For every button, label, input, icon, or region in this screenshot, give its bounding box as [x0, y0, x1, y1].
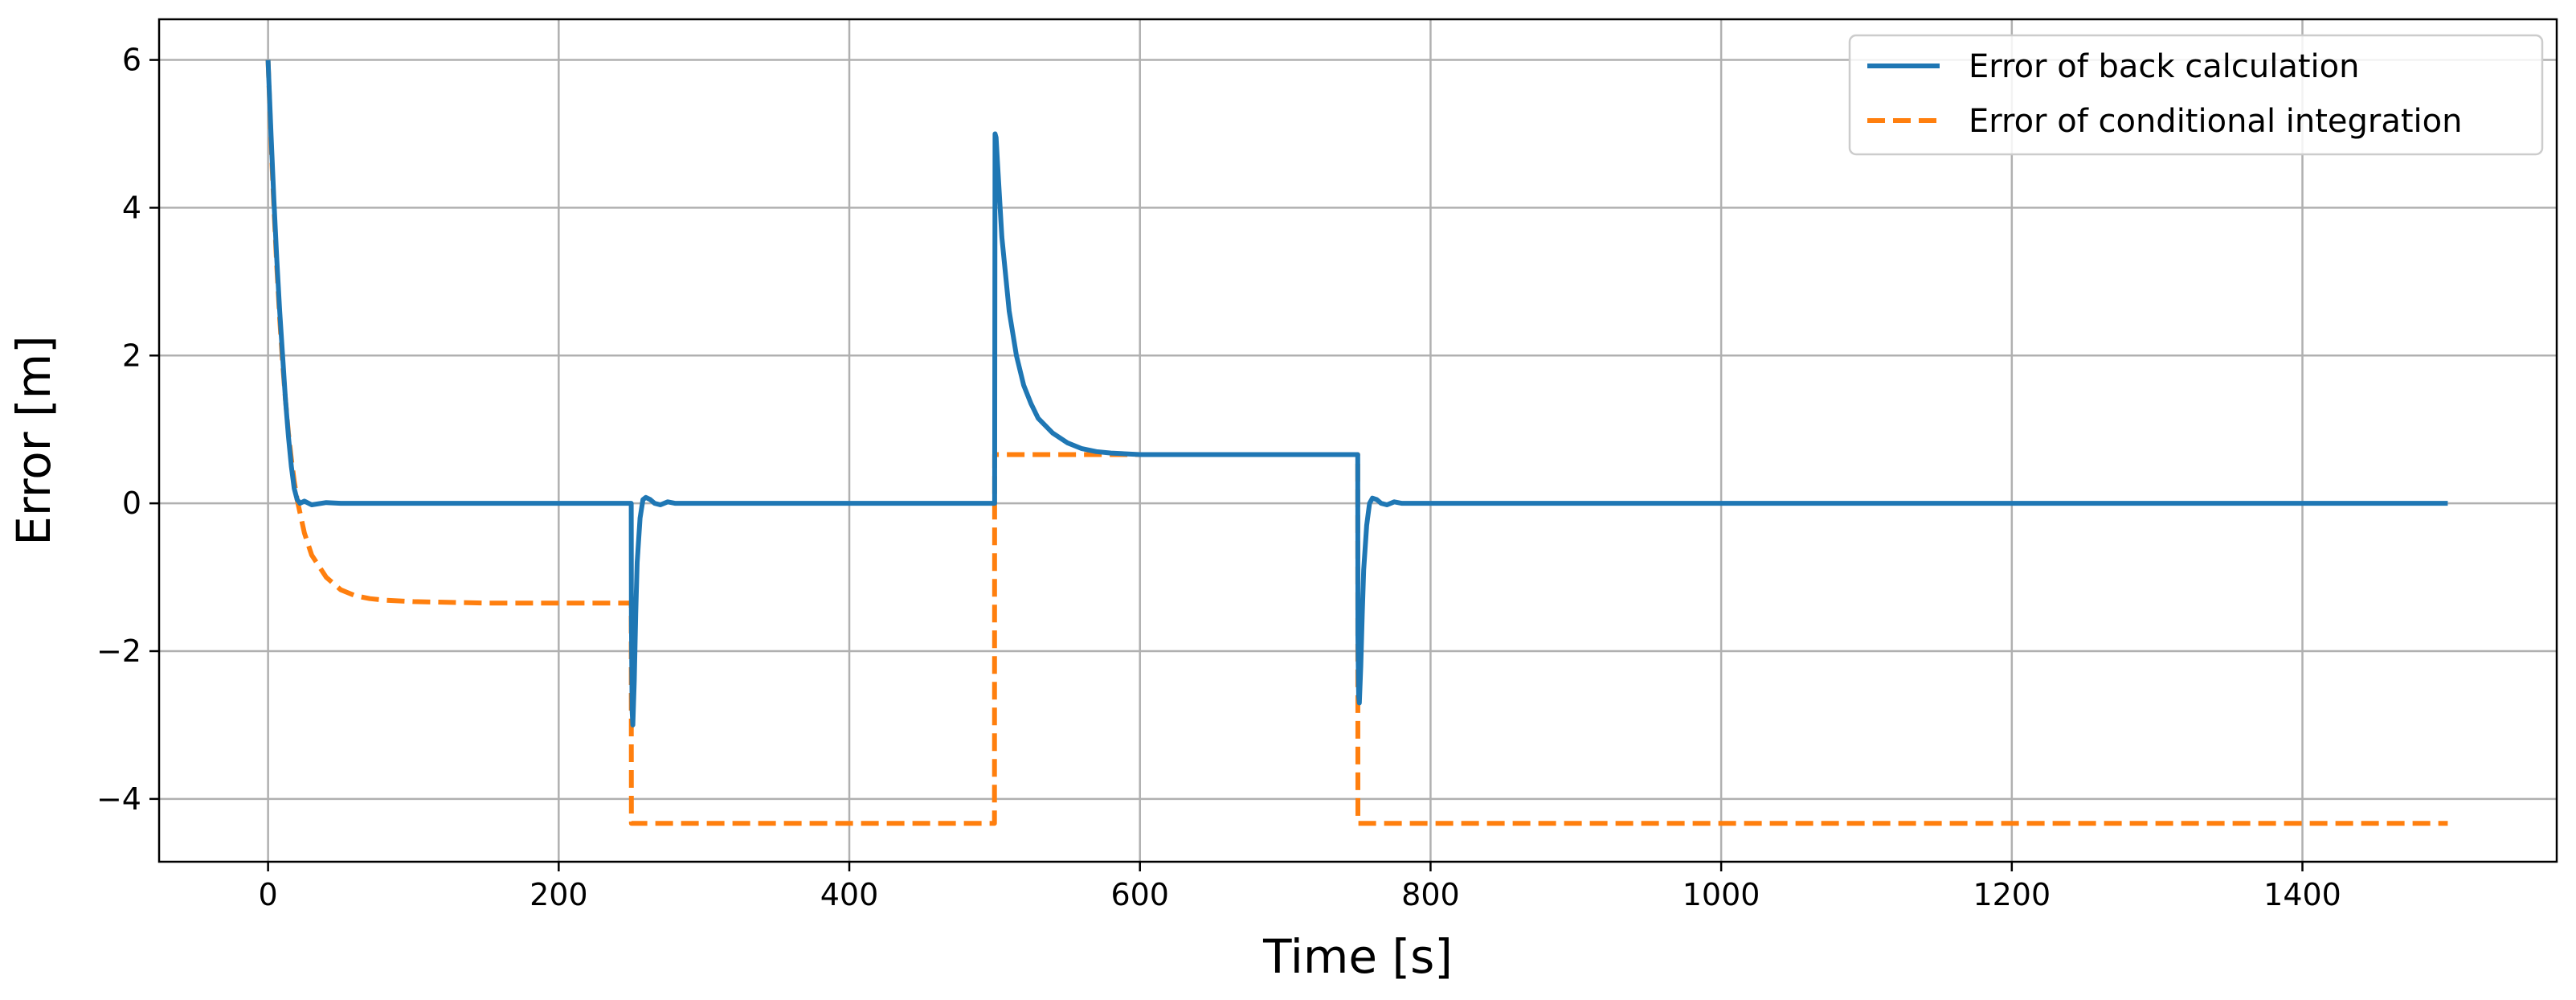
y-tick-label: 4 — [122, 190, 141, 225]
x-tick-label: 1000 — [1683, 877, 1760, 912]
y-tick-label: 0 — [122, 486, 141, 521]
x-tick-label: 600 — [1110, 877, 1169, 912]
x-tick-label: 1400 — [2263, 877, 2341, 912]
y-axis-title: Error [m] — [6, 335, 61, 546]
series-layer — [265, 59, 2448, 826]
y-tick-label: −2 — [96, 633, 141, 669]
legend-label-1: Error of back calculation — [1969, 48, 2359, 85]
x-tick-label: 800 — [1401, 877, 1460, 912]
x-tick-label: 0 — [259, 877, 278, 912]
x-tick-label: 1200 — [1973, 877, 2051, 912]
y-tick-label: −4 — [96, 781, 141, 817]
legend-label-2: Error of conditional integration — [1969, 103, 2463, 140]
series-line-2 — [265, 59, 2448, 826]
y-tick-label: 2 — [122, 338, 141, 373]
y-tick-label: 6 — [122, 43, 141, 78]
legend: Error of back calculation Error of condit… — [1848, 34, 2544, 156]
x-tick-label: 400 — [820, 877, 879, 912]
plot-frame — [157, 18, 2558, 863]
x-tick-label: 200 — [530, 877, 588, 912]
series-line-1 — [265, 59, 2448, 727]
x-axis-title: Time [s] — [1262, 929, 1453, 984]
axis-ticks: 0 200 400 600 800 1000 1200 1400 −4 −2 0 2 4 6 — [96, 43, 2341, 912]
legend-box — [1848, 34, 2544, 156]
